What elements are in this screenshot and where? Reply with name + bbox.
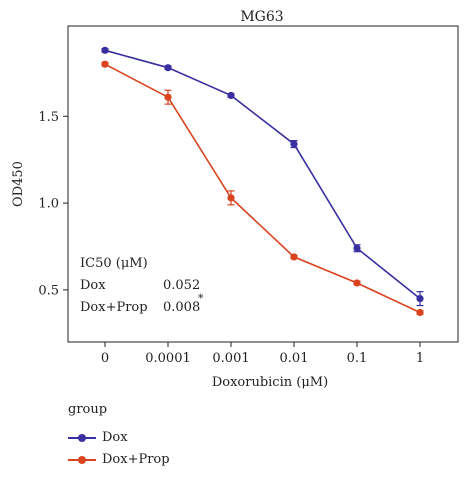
data-point xyxy=(164,64,172,72)
series-group xyxy=(101,46,424,317)
y-ticks: 0.5 1.0 1.5 xyxy=(38,110,68,298)
data-point xyxy=(227,194,235,202)
x-tick-label: 0.1 xyxy=(347,351,368,366)
legend-dot-icon xyxy=(78,456,86,464)
x-ticks: 0 0.0001 0.001 0.01 0.1 1 xyxy=(101,342,424,366)
ic50-dox-label: Dox xyxy=(80,278,106,293)
x-tick-label: 0.01 xyxy=(280,351,309,366)
data-point xyxy=(227,91,235,100)
legend-title: group xyxy=(68,402,108,417)
legend-item-dox-prop: Dox+Prop xyxy=(68,449,170,471)
y-tick-label: 0.5 xyxy=(38,283,59,298)
data-point xyxy=(164,93,172,101)
ic50-annotation: IC50 (μM) Dox 0.052 Dox+Prop 0.008 * xyxy=(80,256,204,315)
data-point xyxy=(416,308,424,317)
legend-label: Dox+Prop xyxy=(102,452,170,467)
ic50-header: IC50 (μM) xyxy=(80,256,148,271)
series-line xyxy=(104,63,421,314)
data-point xyxy=(353,244,361,252)
data-point xyxy=(101,60,109,68)
legend: group Dox Dox+Prop xyxy=(68,402,170,471)
x-tick-label: 1 xyxy=(416,351,424,366)
data-point xyxy=(101,46,109,54)
series-dox xyxy=(101,46,424,307)
series-line xyxy=(104,49,421,300)
data-point xyxy=(290,253,298,261)
legend-item-dox: Dox xyxy=(68,427,170,449)
data-point xyxy=(416,294,424,303)
significance-mark: * xyxy=(198,292,204,305)
x-axis-label: Doxorubicin (μM) xyxy=(212,375,328,390)
plot-frame xyxy=(67,25,459,343)
data-point xyxy=(290,140,298,148)
x-tick-label: 0 xyxy=(101,351,109,366)
ic50-doxprop-value: 0.008 xyxy=(163,300,200,315)
series-dox-prop xyxy=(101,60,424,317)
x-tick-label: 0.0001 xyxy=(145,351,191,366)
legend-label: Dox xyxy=(102,430,128,445)
y-tick-label: 1.5 xyxy=(38,110,59,125)
ic50-dox-value: 0.052 xyxy=(163,278,200,293)
data-point xyxy=(353,279,361,287)
chart-title: MG63 xyxy=(240,9,283,25)
x-tick-label: 0.001 xyxy=(212,351,249,366)
y-axis-label: OD450 xyxy=(11,161,26,207)
y-tick-label: 1.0 xyxy=(38,197,59,212)
legend-dot-icon xyxy=(78,434,86,442)
ic50-doxprop-label: Dox+Prop xyxy=(80,300,148,315)
